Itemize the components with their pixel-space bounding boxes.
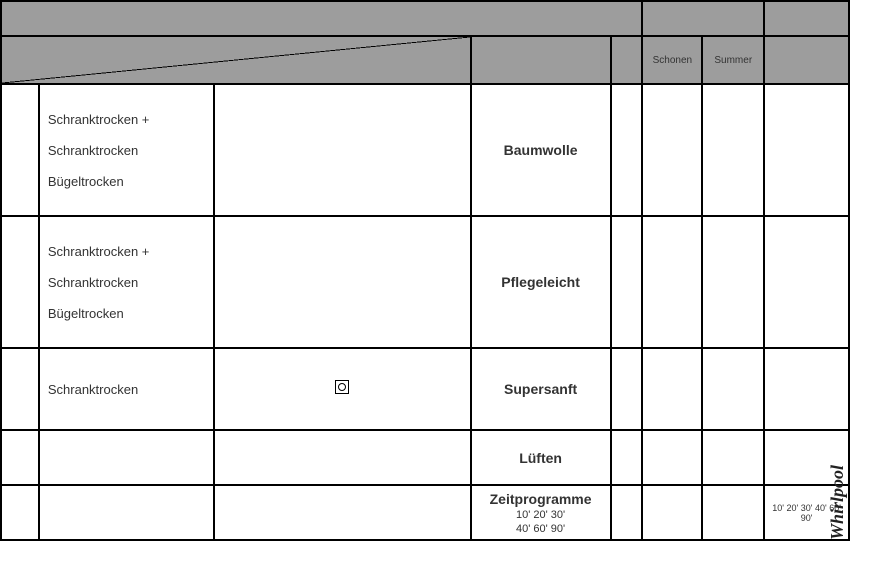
- row-col7: [702, 430, 764, 485]
- row-col5: [611, 84, 643, 216]
- row-icon-cell: [1, 348, 39, 430]
- program-table: Schonen Summer Schranktrocken + Schrankt…: [0, 0, 850, 541]
- header-row-1: [1, 1, 849, 36]
- header-blank-3: [764, 1, 849, 36]
- program-name: Zeitprogramme 10' 20' 30' 40' 60' 90': [471, 485, 611, 540]
- header-program: [471, 36, 611, 84]
- dry-level: Bügeltrocken: [48, 306, 205, 321]
- row-col5: [611, 430, 643, 485]
- row-col5: [611, 485, 643, 540]
- row-levels-cell: [39, 485, 214, 540]
- program-name: Baumwolle: [471, 84, 611, 216]
- row-levels-cell: Schranktrocken + Schranktrocken Bügeltro…: [39, 84, 214, 216]
- row-symbol-cell: [214, 348, 471, 430]
- program-name: Lüften: [471, 430, 611, 485]
- row-col7: [702, 84, 764, 216]
- care-symbol-icon: [335, 380, 349, 394]
- table-row: Zeitprogramme 10' 20' 30' 40' 60' 90' 10…: [1, 485, 849, 540]
- header-blank-1: [1, 1, 642, 36]
- row-symbol-cell: [214, 216, 471, 348]
- diagonal-header: [1, 36, 471, 84]
- dry-level: Schranktrocken: [48, 382, 205, 397]
- header-blank-col8: [764, 36, 849, 84]
- table-row: Schranktrocken Supersanft: [1, 348, 849, 430]
- brand-logo: Whirlpool: [827, 465, 848, 540]
- row-icon-cell: [1, 216, 39, 348]
- row-levels-cell: Schranktrocken + Schranktrocken Bügeltro…: [39, 216, 214, 348]
- dry-level: Bügeltrocken: [48, 174, 205, 189]
- row-symbol-cell: [214, 84, 471, 216]
- row-times: [764, 216, 849, 348]
- row-levels-cell: Schranktrocken: [39, 348, 214, 430]
- row-symbol-cell: [214, 430, 471, 485]
- header-schonen: Schonen: [642, 36, 702, 84]
- brand-name: Whirlpool: [827, 465, 847, 540]
- table-row: Schranktrocken + Schranktrocken Bügeltro…: [1, 84, 849, 216]
- dry-level: Schranktrocken +: [48, 244, 205, 259]
- header-summer: Summer: [702, 36, 764, 84]
- table-row: Schranktrocken + Schranktrocken Bügeltro…: [1, 216, 849, 348]
- row-col6: [642, 84, 702, 216]
- dry-level: Schranktrocken +: [48, 112, 205, 127]
- row-col5: [611, 348, 643, 430]
- program-name: Supersanft: [471, 348, 611, 430]
- program-title: Zeitprogramme: [490, 491, 592, 507]
- header-blank-col5: [611, 36, 643, 84]
- row-col6: [642, 348, 702, 430]
- header-blank-2: [642, 1, 764, 36]
- row-col6: [642, 485, 702, 540]
- row-col6: [642, 430, 702, 485]
- table-row: Lüften: [1, 430, 849, 485]
- program-name: Pflegeleicht: [471, 216, 611, 348]
- row-times: [764, 84, 849, 216]
- row-icon-cell: [1, 430, 39, 485]
- row-times: [764, 348, 849, 430]
- row-symbol-cell: [214, 485, 471, 540]
- program-sub: 10' 20' 30': [472, 509, 610, 521]
- row-col7: [702, 216, 764, 348]
- row-col6: [642, 216, 702, 348]
- row-col7: [702, 348, 764, 430]
- row-icon-cell: [1, 485, 39, 540]
- dry-level: Schranktrocken: [48, 143, 205, 158]
- program-sub: 40' 60' 90': [472, 523, 610, 535]
- dry-level: Schranktrocken: [48, 275, 205, 290]
- row-col7: [702, 485, 764, 540]
- header-row-2: Schonen Summer: [1, 36, 849, 84]
- row-levels-cell: [39, 430, 214, 485]
- row-icon-cell: [1, 84, 39, 216]
- row-col5: [611, 216, 643, 348]
